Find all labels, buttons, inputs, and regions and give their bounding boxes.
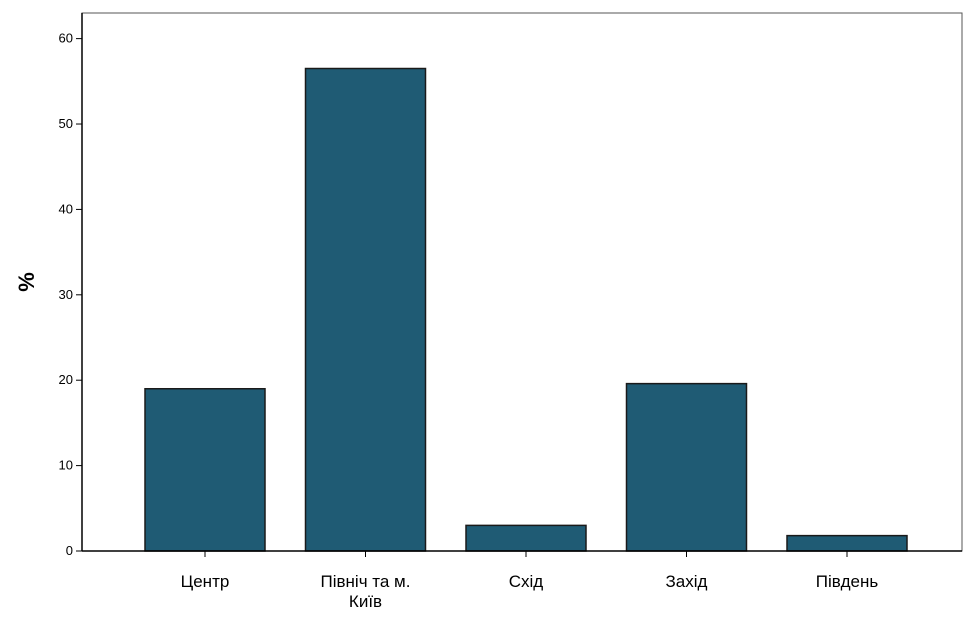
x-category-label: Київ — [349, 592, 382, 611]
x-category-label: Південь — [816, 572, 879, 591]
x-category-label: Північ та м. — [321, 572, 411, 591]
x-category-label: Захід — [666, 572, 708, 591]
y-tick-label: 50 — [59, 116, 73, 131]
y-axis-title: % — [14, 272, 39, 292]
bar — [144, 387, 266, 552]
x-category-label: Схід — [509, 572, 544, 591]
bars-group — [144, 67, 908, 552]
x-category-label: Центр — [181, 572, 230, 591]
y-tick-label: 40 — [59, 201, 73, 216]
y-tick-label: 30 — [59, 287, 73, 302]
x-ticks-group: Центр Північ та м.Київ Схід Захід Південь — [181, 551, 879, 611]
y-tick-label: 0 — [66, 543, 73, 558]
y-ticks-group: 0 10 20 30 40 50 60 — [59, 31, 82, 558]
bar — [625, 382, 748, 552]
bar — [304, 67, 427, 552]
bar — [465, 524, 587, 552]
y-tick-label: 10 — [59, 458, 73, 473]
y-tick-label: 60 — [59, 31, 73, 46]
y-tick-label: 20 — [59, 372, 73, 387]
bar — [786, 534, 908, 552]
